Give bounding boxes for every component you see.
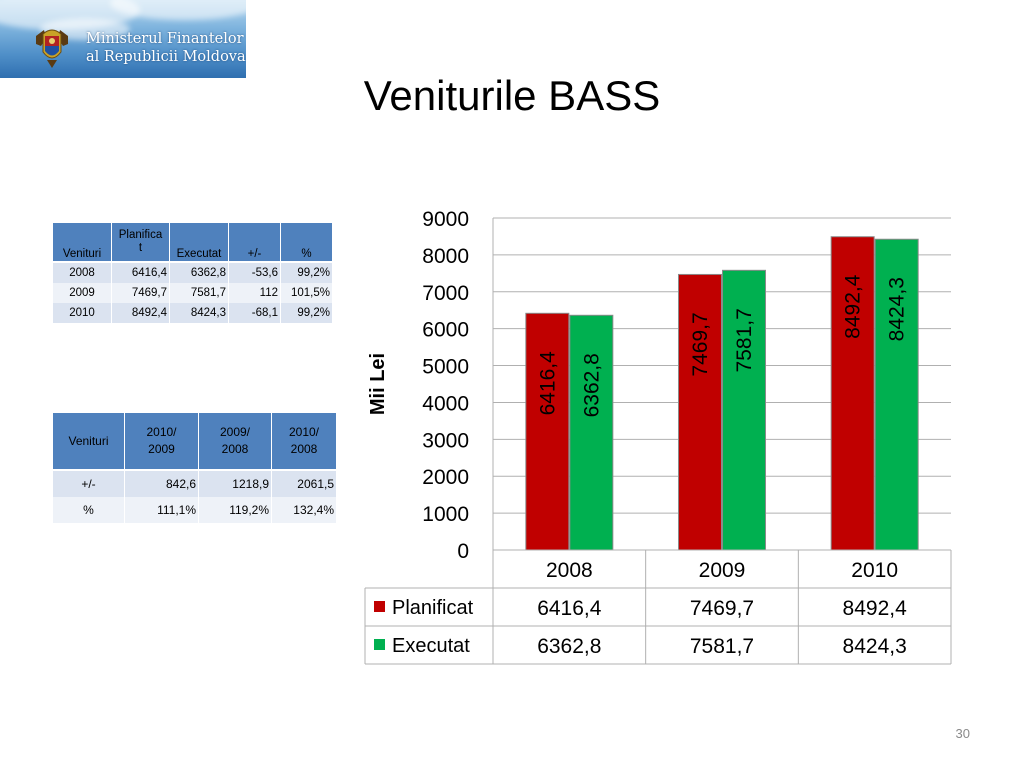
- data-label: 6416,4: [536, 351, 559, 416]
- x-tick-label: 2008: [546, 559, 593, 582]
- table-value: 7581,7: [690, 635, 754, 658]
- y-tick-label: 8000: [422, 245, 469, 268]
- bar-executat-2008: [569, 314, 614, 551]
- legend-swatch-planificat: [374, 601, 385, 612]
- ministry-logo: Ministerul Finantelor al Republicii Mold…: [0, 0, 246, 78]
- header-venituri: Venituri: [53, 223, 112, 263]
- y-tick-label: 5000: [422, 356, 469, 379]
- table-cell: -68,1: [228, 303, 281, 323]
- table-cell: +/-: [53, 469, 125, 497]
- table-value: 6362,8: [537, 635, 601, 658]
- y-tick-label: 3000: [422, 429, 469, 452]
- bar-planificat-2009: [678, 273, 722, 551]
- table-value: 7469,7: [690, 597, 754, 620]
- table-cell: 112: [228, 283, 281, 303]
- header-line: 2009: [148, 442, 175, 456]
- table-row: 2010 8492,4 8424,3 -68,1 99,2%: [53, 303, 333, 323]
- revenue-bar-chart: 0 1000 2000 3000 4000 5000 6000 7000 8000 9000 Mii…: [364, 208, 952, 665]
- table-cell: 2010: [53, 303, 112, 323]
- page-number: 30: [955, 726, 970, 741]
- data-label: 8424,3: [886, 277, 909, 341]
- x-tick-label: 2009: [699, 559, 746, 582]
- table-cell: 6362,8: [169, 261, 229, 283]
- table-cell: 2061,5: [271, 469, 337, 497]
- header-executat: Executat: [169, 223, 229, 263]
- header-diff: +/-: [228, 223, 281, 263]
- table-cell: 101,5%: [280, 283, 333, 303]
- table-cell: 7469,7: [111, 283, 170, 303]
- table-row: +/- 842,6 1218,9 2061,5: [53, 469, 337, 497]
- data-label: 7581,7: [733, 308, 756, 372]
- table-value: 6416,4: [537, 597, 602, 620]
- table-cell: 99,2%: [280, 303, 333, 323]
- logo-line-1: Ministerul Finantelor: [86, 31, 244, 47]
- table-cell: 99,2%: [280, 261, 333, 283]
- y-tick-label: 7000: [422, 282, 469, 305]
- slide-title: Veniturile BASS: [363, 72, 661, 119]
- table-cell: 8492,4: [111, 303, 170, 323]
- header-venituri: Venituri: [53, 413, 125, 471]
- table-row: 2008 6416,4 6362,8 -53,6 99,2%: [53, 261, 333, 283]
- table-cell: -53,6: [228, 261, 281, 283]
- header-2010-2009: 2010/2009: [124, 413, 199, 471]
- table-cell: %: [53, 497, 125, 523]
- data-label: 7469,7: [689, 312, 712, 376]
- table-row: % 111,1% 119,2% 132,4%: [53, 497, 337, 523]
- legend-label: Executat: [392, 635, 470, 657]
- header-planificat: Planifica t: [111, 223, 170, 263]
- growth-table: Venituri 2010/2009 2009/2008 2010/2008 +…: [53, 413, 337, 523]
- legend-swatch-executat: [374, 639, 385, 650]
- y-tick-label: 9000: [422, 208, 469, 231]
- data-label: 6362,8: [580, 353, 603, 417]
- header-percent: %: [280, 223, 333, 263]
- header-line: 2008: [290, 442, 318, 456]
- table-value: 8492,4: [843, 597, 908, 620]
- table-cell: 842,6: [124, 469, 199, 497]
- bar-executat-2010: [874, 238, 919, 551]
- revenue-table: Venituri Planifica t Executat +/- % 2008 …: [53, 223, 333, 323]
- table-header-row: Venituri Planifica t Executat +/- %: [53, 223, 333, 263]
- y-tick-label: 2000: [422, 466, 469, 489]
- legend-label: Planificat: [392, 597, 474, 619]
- y-tick-label: 6000: [422, 319, 469, 342]
- table-value: 8424,3: [843, 635, 907, 658]
- table-cell: 119,2%: [198, 497, 272, 523]
- table-cell: 7581,7: [169, 283, 229, 303]
- table-cell: 111,1%: [124, 497, 199, 523]
- header-line: 2010/: [146, 425, 177, 439]
- table-cell: 8424,3: [169, 303, 229, 323]
- header-line: 2008: [221, 442, 249, 456]
- bar-planificat-2010: [830, 236, 875, 551]
- table-cell: 1218,9: [198, 469, 272, 497]
- x-tick-label: 2010: [851, 559, 898, 582]
- table-cell: 6416,4: [111, 261, 170, 283]
- header-2009-2008: 2009/2008: [198, 413, 272, 471]
- header-planificat-part2: t: [138, 242, 143, 254]
- y-tick-label: 4000: [422, 392, 469, 415]
- header-line: 2010/: [288, 425, 320, 439]
- table-cell: 2008: [53, 261, 112, 283]
- y-axis-label: Mii Lei: [367, 353, 389, 415]
- y-tick-label: 0: [457, 540, 469, 563]
- header-line: Venituri: [68, 433, 109, 448]
- bar-executat-2009: [722, 269, 766, 551]
- table-cell: 132,4%: [271, 497, 337, 523]
- header-line: 2009/: [219, 425, 251, 439]
- logo-line-2: al Republicii Moldova: [86, 49, 246, 65]
- header-planificat-part1: Planifica: [118, 229, 163, 241]
- y-tick-label: 1000: [422, 503, 469, 526]
- table-header-row: Venituri 2010/2009 2009/2008 2010/2008: [53, 413, 337, 471]
- table-cell: 2009: [53, 283, 112, 303]
- table-row: 2009 7469,7 7581,7 112 101,5%: [53, 283, 333, 303]
- coat-of-arms-icon: [36, 29, 68, 68]
- header-2010-2008: 2010/2008: [271, 413, 337, 471]
- data-label: 8492,4: [842, 274, 865, 339]
- logo-text: Ministerul Finantelor al Republicii Mold…: [86, 30, 246, 66]
- bar-planificat-2008: [525, 312, 570, 551]
